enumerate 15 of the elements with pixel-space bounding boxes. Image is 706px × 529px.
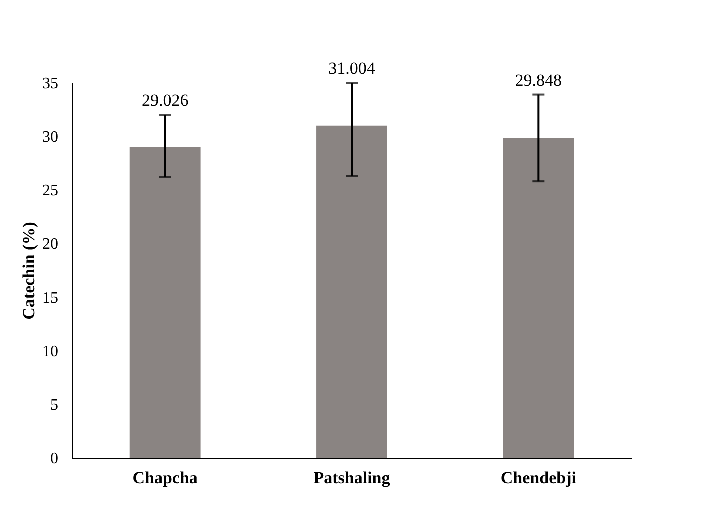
y-tick-label: 20 bbox=[42, 236, 58, 254]
data-label: 29.848 bbox=[515, 70, 562, 90]
data-label: 31.004 bbox=[328, 59, 376, 78]
data-label: 29.026 bbox=[142, 91, 189, 110]
y-tick-label: 30 bbox=[42, 129, 58, 146]
y-tick-label: 15 bbox=[42, 290, 58, 307]
y-tick-label: 35 bbox=[42, 76, 58, 92]
x-tick-label: Chapcha bbox=[132, 468, 198, 488]
x-tick-label: Patshaling bbox=[314, 468, 391, 488]
y-tick-label: 10 bbox=[42, 343, 58, 360]
y-axis-title: Catechin (%) bbox=[20, 222, 38, 320]
x-tick-label: Chendebji bbox=[500, 468, 577, 488]
y-tick-label: 25 bbox=[42, 182, 58, 200]
y-tick-label: 5 bbox=[50, 396, 58, 414]
y-tick-label: 0 bbox=[50, 450, 58, 468]
